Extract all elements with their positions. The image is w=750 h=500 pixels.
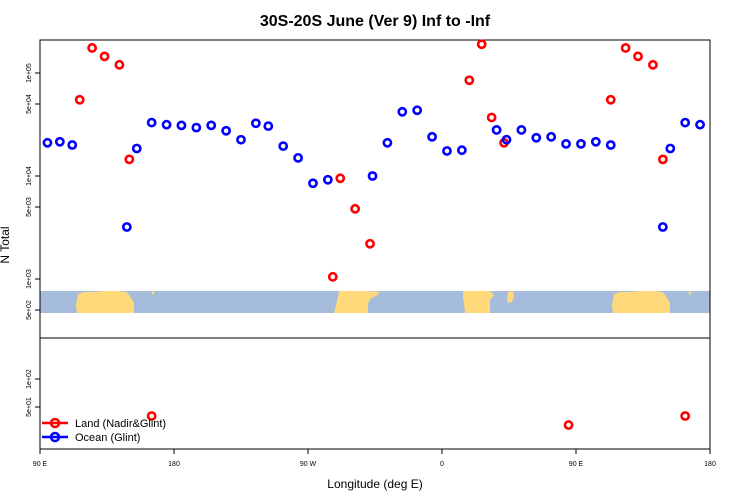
lower-panel-frame — [39, 337, 711, 450]
legend: Land (Nadir&Glint) Ocean (Glint) — [42, 417, 166, 444]
y-tick-label: 5e+02 — [26, 300, 33, 320]
ocean-point — [427, 131, 437, 142]
land-point — [327, 271, 338, 282]
ocean-band — [40, 291, 710, 313]
ocean-point — [680, 117, 691, 128]
ocean-point — [605, 140, 616, 150]
land-point — [605, 94, 616, 105]
y-tick-label: 5e+01 — [26, 397, 33, 417]
land-point — [680, 411, 691, 421]
y-tick-label: 5e+04 — [26, 94, 33, 114]
ocean-point — [221, 125, 232, 136]
x-tick-label: 90 W — [300, 461, 317, 468]
ocean-point — [161, 119, 172, 130]
land-point — [486, 112, 497, 123]
ocean-point — [665, 143, 676, 154]
ocean-point — [250, 118, 261, 129]
ocean-point — [516, 125, 527, 135]
land-point — [563, 420, 574, 430]
x-tick-label: 180 — [168, 461, 180, 468]
y-axis-ticks-upper: 5e+02 1e+03 5e+03 1e+04 5e+04 1e+05 — [26, 63, 40, 320]
land-point — [350, 203, 361, 214]
land-point — [633, 51, 643, 62]
x-axis-ticks: 90 E 180 90 W 0 90 E 180 — [33, 449, 716, 468]
ocean-point — [695, 119, 705, 130]
land-point — [146, 411, 157, 421]
ocean-point — [236, 134, 246, 145]
ocean-point — [590, 136, 601, 147]
ocean-point — [42, 137, 53, 148]
land-point — [657, 154, 668, 165]
land-point — [365, 238, 375, 249]
legend-label-land: Land (Nadir&Glint) — [75, 418, 166, 430]
land-small-island-outline — [507, 291, 514, 303]
ocean-point — [657, 222, 668, 232]
ocean-point — [501, 134, 512, 145]
ocean-point — [121, 222, 132, 232]
ocean-point — [263, 121, 274, 132]
ocean-point — [322, 174, 333, 185]
y-tick-label: 5e+03 — [26, 197, 33, 217]
ocean-point — [397, 106, 408, 117]
x-tick-label: 90 E — [33, 461, 48, 468]
ocean-point — [67, 140, 78, 150]
data-points — [42, 39, 705, 430]
ocean-point — [442, 146, 452, 156]
y-tick-label: 1e+03 — [26, 269, 33, 289]
land-point — [335, 173, 346, 184]
ocean-point — [191, 122, 202, 133]
land-point — [87, 43, 98, 53]
land-speck — [151, 291, 155, 295]
x-tick-label: 180 — [704, 461, 716, 468]
land-point — [74, 94, 85, 105]
chart-title: 30S-20S June (Ver 9) Inf to -Inf — [260, 13, 491, 30]
land-speck — [688, 291, 692, 295]
legend-marker-land — [49, 417, 61, 429]
land-point — [114, 59, 125, 70]
ocean-point — [561, 138, 571, 149]
x-tick-label: 0 — [440, 461, 444, 468]
land-africa-repeat-outline — [612, 291, 670, 313]
land-australia-outline — [463, 291, 494, 313]
legend-label-ocean: Ocean (Glint) — [75, 432, 140, 444]
land-point — [620, 43, 631, 53]
ocean-point — [293, 152, 303, 163]
y-axis-label: N Total — [0, 226, 12, 263]
land-point — [476, 39, 487, 50]
ocean-point — [131, 143, 142, 154]
ocean-point — [412, 105, 423, 116]
x-axis-label: Longitude (deg E) — [327, 477, 422, 491]
land-point — [464, 75, 475, 86]
ocean-point — [491, 125, 502, 135]
land-africa-outline — [76, 291, 134, 313]
ocean-point — [576, 138, 586, 149]
ocean-point — [278, 141, 289, 152]
land-point — [99, 51, 110, 62]
ocean-point — [367, 171, 378, 181]
land-point — [124, 154, 135, 165]
legend-marker-ocean — [49, 431, 61, 443]
ocean-point — [54, 136, 65, 147]
ocean-point — [176, 120, 187, 131]
ocean-point — [146, 117, 157, 128]
y-tick-label: 1e+05 — [26, 63, 33, 83]
x-tick-label: 90 E — [569, 461, 584, 468]
ocean-point — [382, 137, 393, 148]
land-point — [648, 59, 658, 70]
world-map-strip — [40, 291, 710, 313]
ocean-point — [546, 131, 557, 142]
y-tick-label: 1e+04 — [26, 166, 33, 186]
y-tick-label: 1e+02 — [26, 369, 33, 389]
ocean-point — [308, 178, 318, 189]
land-south-america-outline — [334, 291, 380, 313]
ocean-point — [456, 145, 467, 156]
ocean-point — [531, 132, 542, 143]
y-axis-ticks-lower: 5e+01 1e+02 — [26, 369, 40, 417]
ocean-point — [206, 120, 217, 131]
